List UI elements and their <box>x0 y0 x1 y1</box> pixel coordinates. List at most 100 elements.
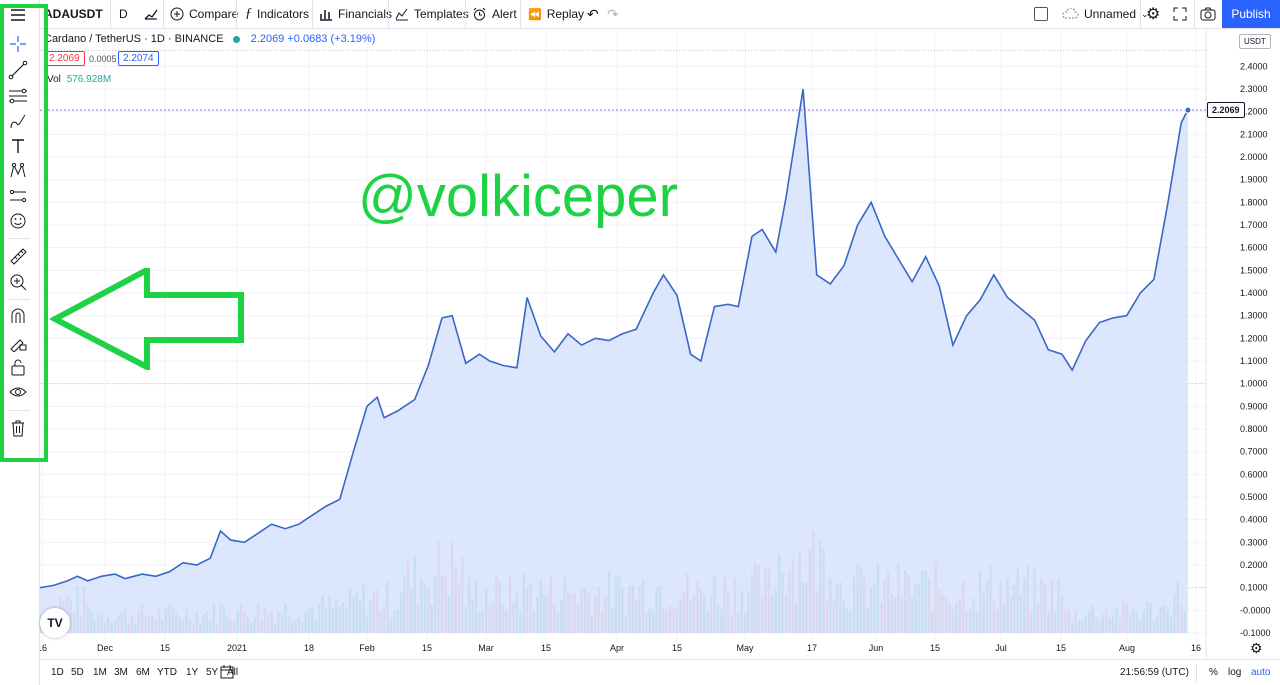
fib-retracement-icon[interactable] <box>8 86 28 106</box>
currency-button[interactable]: USDT <box>1239 34 1271 49</box>
time-tick-label: 15 <box>422 643 432 653</box>
zoom-in-icon[interactable] <box>8 272 28 292</box>
undo-button[interactable]: ↶ <box>587 0 599 28</box>
text-icon[interactable] <box>8 136 28 156</box>
toolbar-divider <box>520 0 521 28</box>
calendar-icon <box>220 665 234 679</box>
legend-change: 2.2069 +0.0683 (+3.19%) <box>250 33 376 45</box>
lock-icon[interactable] <box>8 357 28 377</box>
last-price-value: 2.2069 <box>1212 105 1240 115</box>
range-button-ytd[interactable]: YTD <box>157 667 177 678</box>
market-status-dot <box>232 35 240 43</box>
layout-name-button[interactable]: Unnamed ⌄ <box>1061 0 1149 28</box>
crosshair-icon[interactable] <box>8 34 28 54</box>
toolbar-divider <box>1194 0 1195 28</box>
snapshot-button[interactable] <box>1200 0 1216 28</box>
range-button-1d[interactable]: 1D <box>51 667 64 678</box>
price-tick-label: 1.8000 <box>1240 197 1268 207</box>
trash-icon[interactable] <box>8 418 28 438</box>
bottom-divider <box>1196 664 1197 682</box>
camera-icon <box>1200 7 1216 21</box>
cloud-icon <box>1062 8 1079 19</box>
chart-style-button[interactable] <box>143 0 159 28</box>
volume-value: 576.928M <box>66 74 112 85</box>
toolbar-separator <box>8 299 30 300</box>
price-tick-label: 1.1000 <box>1240 356 1268 366</box>
time-tick-label: Mar <box>478 643 494 653</box>
pattern-icon[interactable] <box>8 161 28 181</box>
templates-button[interactable]: Templates <box>395 0 469 28</box>
prediction-icon[interactable] <box>8 186 28 206</box>
price-tick-label: 2.2000 <box>1240 107 1268 117</box>
range-button-6m[interactable]: 6M <box>136 667 150 678</box>
magnet-icon[interactable] <box>8 306 28 326</box>
price-tick-label: 1.9000 <box>1240 175 1268 185</box>
auto-toggle[interactable]: auto <box>1251 667 1271 678</box>
templates-icon <box>395 8 408 21</box>
bars-style-icon <box>144 9 158 20</box>
lock-drawing-icon[interactable] <box>8 332 28 352</box>
range-button-5y[interactable]: 5Y <box>206 667 219 678</box>
spread-value: 0.0005 <box>89 54 117 64</box>
settings-button[interactable]: ⚙ <box>1146 0 1160 28</box>
bottom-toolbar: 1D 5D 1M 3M 6M YTD 1Y 5Y All 21:56:59 (UTC) % lo… <box>40 659 1280 685</box>
price-tick-label: 1.4000 <box>1240 288 1268 298</box>
symbol-label: ADAUSDT <box>44 7 103 21</box>
range-button-3m[interactable]: 3M <box>114 667 128 678</box>
layout-name-label: Unnamed <box>1084 7 1137 21</box>
price-tick-label: 0.1000 <box>1240 583 1268 593</box>
indicators-button[interactable]: ƒ Indicators <box>245 0 309 28</box>
interval-button[interactable]: D <box>119 0 128 28</box>
eye-icon[interactable] <box>8 382 28 402</box>
compare-button[interactable]: Compare <box>170 0 238 28</box>
time-tick-label: 15 <box>1056 643 1066 653</box>
replay-button[interactable]: ⏪ Replay <box>528 0 584 28</box>
alert-button[interactable]: Alert <box>472 0 517 28</box>
trend-line-icon[interactable] <box>8 60 28 80</box>
tradingview-logo[interactable]: TV <box>40 608 70 638</box>
price-tick-label: 2.0000 <box>1240 152 1268 162</box>
toolbar-divider <box>465 0 466 28</box>
smiley-icon[interactable] <box>8 211 28 231</box>
interval-label: D <box>119 7 128 21</box>
publish-label: Publish <box>1231 7 1271 21</box>
publish-button[interactable]: Publish <box>1222 0 1280 28</box>
templates-label: Templates <box>414 7 469 21</box>
scale-settings-button[interactable]: ⚙ <box>1250 640 1263 657</box>
sell-box[interactable]: 2.2069 <box>44 51 85 66</box>
utc-clock[interactable]: 21:56:59 (UTC) <box>1120 667 1189 678</box>
log-toggle[interactable]: log <box>1228 667 1242 678</box>
alarm-clock-icon <box>473 7 486 20</box>
range-button-5d[interactable]: 5D <box>71 667 84 678</box>
logo-text: TV <box>47 616 63 630</box>
menu-icon[interactable] <box>8 5 28 25</box>
symbol-search[interactable]: ADAUSDT <box>44 0 103 28</box>
fullscreen-button[interactable] <box>1173 0 1187 28</box>
brush-icon[interactable] <box>8 111 28 131</box>
range-button-1m[interactable]: 1M <box>93 667 107 678</box>
price-chart[interactable]: 2.4000 2.3000 2.2000 2.1000 2.0000 1.9000 1.80… <box>40 30 1280 659</box>
toolbar-divider <box>388 0 389 28</box>
layout-select-checkbox[interactable] <box>1034 0 1048 28</box>
redo-icon: ↷ <box>607 5 619 22</box>
time-tick-label: May <box>736 643 754 653</box>
goto-date-button[interactable] <box>219 664 235 683</box>
price-tick-label: 0.9000 <box>1240 401 1268 411</box>
annotation-arrow <box>50 268 244 370</box>
percent-toggle[interactable]: % <box>1209 667 1218 678</box>
range-button-1y[interactable]: 1Y <box>186 667 199 678</box>
buy-box[interactable]: 2.2074 <box>118 51 159 66</box>
toolbar-divider <box>163 0 164 28</box>
price-tick-label: 1.2000 <box>1240 333 1268 343</box>
ruler-icon[interactable] <box>8 246 28 266</box>
price-tick-label: 1.7000 <box>1240 220 1268 230</box>
bid-value: 2.2069 <box>49 53 80 64</box>
toolbar-divider <box>312 0 313 28</box>
redo-button[interactable]: ↷ <box>607 0 619 28</box>
time-tick-label: Jun <box>869 643 884 653</box>
symbol-legend: Cardano / TetherUS · 1D · BINANCE 2.2069… <box>44 33 375 45</box>
legend-title: Cardano / TetherUS · 1D · BINANCE <box>44 33 224 45</box>
price-tick-label: 1.6000 <box>1240 243 1268 253</box>
time-tick-label: 17 <box>807 643 817 653</box>
financials-button[interactable]: Financials <box>319 0 392 28</box>
